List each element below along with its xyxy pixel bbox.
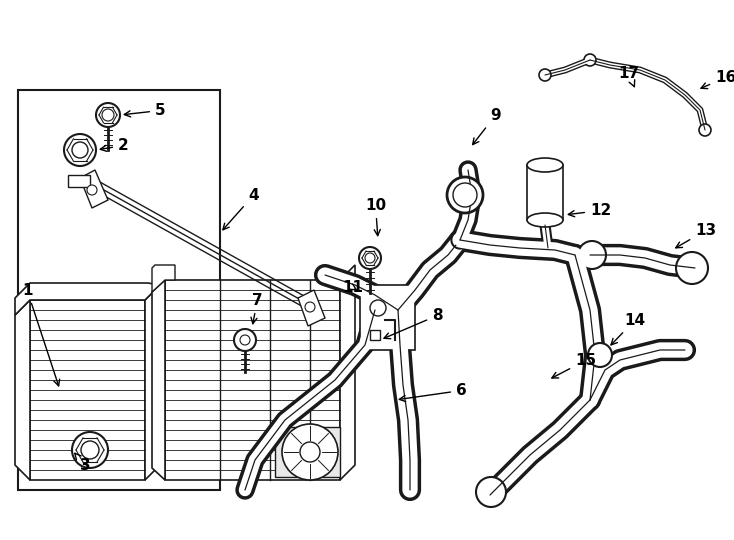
Circle shape xyxy=(72,432,108,468)
Circle shape xyxy=(676,252,708,284)
Text: 17: 17 xyxy=(618,66,639,87)
Bar xyxy=(68,175,90,187)
Text: 10: 10 xyxy=(365,198,386,235)
Polygon shape xyxy=(30,300,145,480)
Bar xyxy=(275,427,340,477)
Circle shape xyxy=(102,109,114,121)
Text: 9: 9 xyxy=(473,108,501,145)
Circle shape xyxy=(234,329,256,351)
Circle shape xyxy=(305,302,315,312)
Circle shape xyxy=(578,241,606,269)
Ellipse shape xyxy=(527,158,563,172)
Text: 12: 12 xyxy=(568,203,611,218)
Polygon shape xyxy=(152,280,165,480)
Text: 13: 13 xyxy=(676,223,716,248)
Polygon shape xyxy=(15,300,30,480)
Circle shape xyxy=(300,442,320,462)
Circle shape xyxy=(447,177,483,213)
Bar xyxy=(18,90,220,490)
Circle shape xyxy=(96,103,120,127)
Circle shape xyxy=(539,69,551,81)
Circle shape xyxy=(87,185,97,195)
Polygon shape xyxy=(298,290,325,326)
Ellipse shape xyxy=(527,213,563,227)
Text: 2: 2 xyxy=(101,138,128,153)
Text: 6: 6 xyxy=(399,383,467,402)
Bar xyxy=(527,165,563,220)
Polygon shape xyxy=(152,265,175,292)
Circle shape xyxy=(240,335,250,345)
Polygon shape xyxy=(145,285,160,480)
Text: 1: 1 xyxy=(22,283,59,386)
Circle shape xyxy=(72,142,88,158)
Circle shape xyxy=(584,54,596,66)
Circle shape xyxy=(81,441,99,459)
Text: 3: 3 xyxy=(75,453,90,473)
Text: 11: 11 xyxy=(342,280,363,295)
Circle shape xyxy=(359,247,381,269)
Polygon shape xyxy=(165,280,340,480)
Bar xyxy=(360,285,415,350)
Text: 4: 4 xyxy=(223,188,258,230)
Circle shape xyxy=(64,134,96,166)
Circle shape xyxy=(453,183,477,207)
Circle shape xyxy=(476,477,506,507)
Text: 8: 8 xyxy=(384,308,443,339)
Polygon shape xyxy=(15,283,160,315)
Circle shape xyxy=(282,424,338,480)
Text: 7: 7 xyxy=(251,293,263,324)
Circle shape xyxy=(370,300,386,316)
Text: 14: 14 xyxy=(611,313,645,345)
Circle shape xyxy=(365,253,375,263)
Polygon shape xyxy=(80,170,108,208)
Circle shape xyxy=(588,343,612,367)
Polygon shape xyxy=(340,265,355,480)
Text: 5: 5 xyxy=(124,103,166,118)
Text: 15: 15 xyxy=(552,353,596,378)
Polygon shape xyxy=(370,330,380,340)
Text: 16: 16 xyxy=(701,70,734,89)
Circle shape xyxy=(699,124,711,136)
